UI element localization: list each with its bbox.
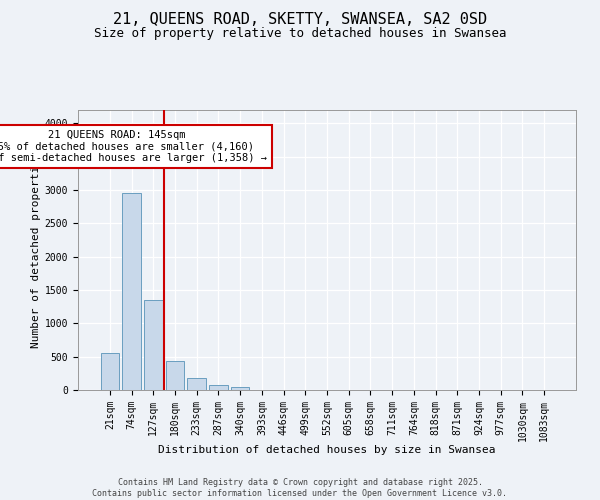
- X-axis label: Distribution of detached houses by size in Swansea: Distribution of detached houses by size …: [158, 445, 496, 455]
- Bar: [144, 300, 163, 390]
- Text: Contains HM Land Registry data © Crown copyright and database right 2025.
Contai: Contains HM Land Registry data © Crown c…: [92, 478, 508, 498]
- Bar: [122, 192, 141, 390]
- Text: 21, QUEENS ROAD, SKETTY, SWANSEA, SA2 0SD: 21, QUEENS ROAD, SKETTY, SWANSEA, SA2 0S…: [113, 12, 487, 28]
- Bar: [101, 354, 119, 390]
- Bar: [187, 378, 206, 390]
- Bar: [209, 384, 227, 390]
- Text: 21 QUEENS ROAD: 145sqm
← 75% of detached houses are smaller (4,160)
25% of semi-: 21 QUEENS ROAD: 145sqm ← 75% of detached…: [0, 130, 266, 163]
- Bar: [166, 362, 184, 390]
- Text: Size of property relative to detached houses in Swansea: Size of property relative to detached ho…: [94, 28, 506, 40]
- Y-axis label: Number of detached properties: Number of detached properties: [31, 152, 41, 348]
- Bar: [231, 386, 250, 390]
